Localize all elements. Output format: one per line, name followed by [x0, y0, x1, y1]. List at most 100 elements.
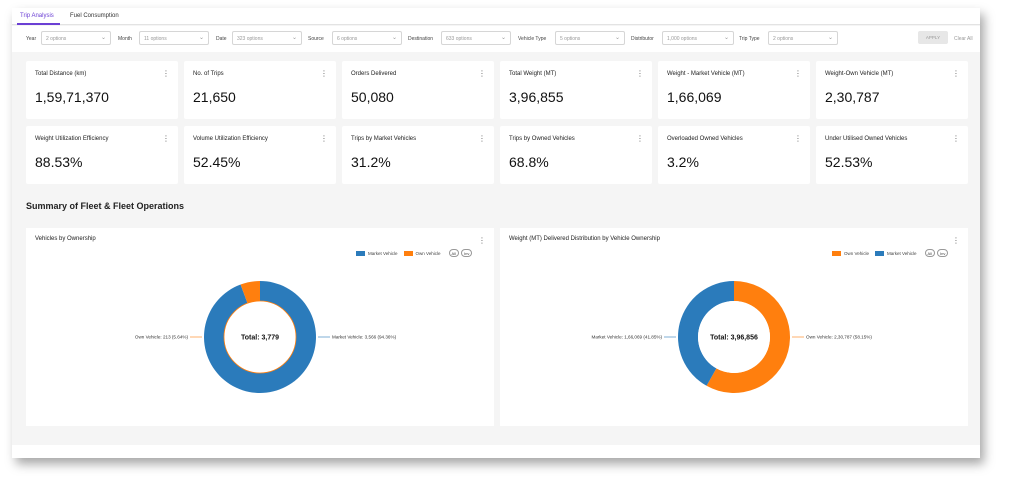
- donut-chart-vehicles: Market Vehicle: 3,566 (94.36%) Own Vehicl…: [135, 281, 397, 393]
- filter-value: 11 options: [144, 36, 167, 42]
- chevron-down-icon: ⌄: [291, 35, 297, 41]
- kpi-card-orders-delivered: Orders Delivered ⋮ 50,080: [342, 61, 494, 119]
- chart-legend: Own Vehicle Market Vehicle All Inv: [832, 249, 949, 257]
- kpi-label: Total Distance (km): [35, 71, 87, 77]
- donut-hole: [223, 300, 297, 374]
- kpi-value: 3.2%: [667, 154, 699, 170]
- chevron-down-icon: ⌄: [391, 35, 397, 41]
- legend-invert-toggle[interactable]: Inv: [936, 249, 949, 257]
- kpi-card-under-utilised-owned: Under Utilised Owned Vehicles ⋮ 52.53%: [816, 126, 968, 184]
- more-options-icon[interactable]: ⋮: [794, 69, 802, 78]
- chart-title: Vehicles by Ownership: [35, 236, 96, 242]
- filter-value: 2 options: [773, 36, 794, 42]
- more-options-icon[interactable]: ⋮: [162, 134, 170, 143]
- donut-hole: [698, 301, 770, 373]
- dashboard-window: Trip Analysis Fuel Consumption Year 2 op…: [12, 8, 980, 458]
- legend-swatch-market: [356, 250, 365, 256]
- kpi-value: 88.53%: [35, 154, 83, 170]
- filter-select-date[interactable]: 323 options ⌄: [232, 31, 302, 45]
- more-options-icon[interactable]: ⋮: [952, 69, 960, 78]
- more-options-icon[interactable]: ⋮: [952, 236, 960, 245]
- apply-button[interactable]: APPLY: [918, 31, 948, 44]
- tab-trip-analysis[interactable]: Trip Analysis: [20, 13, 54, 19]
- kpi-label: No. of Trips: [193, 71, 224, 77]
- filter-label-month: Month: [118, 36, 132, 42]
- legend-swatch-own: [832, 250, 841, 256]
- donut-slice-own[interactable]: [240, 281, 260, 304]
- chart-panel-weight-distribution: Weight (MT) Delivered Distribution by Ve…: [500, 228, 968, 426]
- more-options-icon[interactable]: ⋮: [794, 134, 802, 143]
- bottom-strip: [12, 445, 980, 458]
- filter-select-source[interactable]: 6 options ⌄: [332, 31, 402, 45]
- filter-select-trip-type[interactable]: 2 options ⌄: [768, 31, 838, 45]
- slice-data-label: Own Vehicle: 2,30,787 (58.15%): [806, 335, 872, 340]
- kpi-card-volume-utilization: Volume Utilization Efficiency ⋮ 52.45%: [184, 126, 336, 184]
- kpi-value: 2,30,787: [825, 89, 880, 105]
- kpi-card-total-distance: Total Distance (km) ⋮ 1,59,71,370: [26, 61, 178, 119]
- donut-chart-weight: Own Vehicle: 2,30,787 (58.15%) Market Veh…: [592, 281, 872, 393]
- filter-label-vehicle-type: Vehicle Type: [518, 36, 547, 42]
- filter-label-trip-type: Trip Type: [739, 36, 760, 42]
- legend-swatch-own: [403, 250, 413, 256]
- kpi-label: Overloaded Owned Vehicles: [667, 136, 743, 142]
- legend-all-toggle[interactable]: All: [924, 249, 935, 257]
- legend-item[interactable]: Own Vehicle: [415, 250, 441, 256]
- kpi-card-weight-utilization: Weight Utilization Efficiency ⋮ 88.53%: [26, 126, 178, 184]
- kpi-value: 68.8%: [509, 154, 549, 170]
- active-tab-indicator: [17, 23, 60, 25]
- kpi-value: 1,59,71,370: [35, 89, 109, 105]
- filter-value: 5 options: [560, 36, 581, 42]
- kpi-card-trips-owned: Trips by Owned Vehicles ⋮ 68.8%: [500, 126, 652, 184]
- more-options-icon[interactable]: ⋮: [636, 69, 644, 78]
- more-options-icon[interactable]: ⋮: [636, 134, 644, 143]
- kpi-card-trips-market: Trips by Market Vehicles ⋮ 31.2%: [342, 126, 494, 184]
- kpi-value: 52.45%: [193, 154, 241, 170]
- kpi-value: 52.53%: [825, 154, 873, 170]
- section-title: Summary of Fleet & Fleet Operations: [26, 201, 185, 211]
- kpi-label: Weight-Own Vehicle (MT): [825, 71, 894, 77]
- slice-data-label: Market Vehicle: 3,566 (94.36%): [332, 335, 397, 340]
- filter-select-vehicle-type[interactable]: 5 options ⌄: [555, 31, 625, 45]
- chevron-down-icon: ⌄: [500, 35, 506, 41]
- kpi-label: Trips by Market Vehicles: [351, 136, 417, 142]
- donut-slice-market[interactable]: [204, 281, 316, 393]
- legend-all-toggle[interactable]: All: [448, 249, 459, 257]
- filter-value: 6 options: [337, 36, 358, 42]
- kpi-card-overloaded-owned: Overloaded Owned Vehicles ⋮ 3.2%: [658, 126, 810, 184]
- filter-value: 1,000 options: [667, 36, 698, 42]
- more-options-icon[interactable]: ⋮: [162, 69, 170, 78]
- legend-item[interactable]: Market Vehicle: [887, 250, 917, 256]
- legend-item[interactable]: Market Vehicle: [368, 250, 398, 256]
- more-options-icon[interactable]: ⋮: [478, 134, 486, 143]
- more-options-icon[interactable]: ⋮: [320, 69, 328, 78]
- kpi-value: 21,650: [193, 89, 236, 105]
- kpi-value: 50,080: [351, 89, 394, 105]
- kpi-card-no-of-trips: No. of Trips ⋮ 21,650: [184, 61, 336, 119]
- more-options-icon[interactable]: ⋮: [478, 69, 486, 78]
- filter-value: 323 options: [237, 36, 263, 42]
- slice-data-label: Market Vehicle: 1,66,069 (41.85%): [592, 335, 663, 340]
- chevron-down-icon: ⌄: [723, 35, 729, 41]
- more-options-icon[interactable]: ⋮: [952, 134, 960, 143]
- kpi-label: Trips by Owned Vehicles: [509, 136, 575, 142]
- donut-slice-market[interactable]: [678, 281, 734, 386]
- kpi-value: 1,66,069: [667, 89, 722, 105]
- more-options-icon[interactable]: ⋮: [320, 134, 328, 143]
- chart-panel-vehicles-by-ownership: Vehicles by Ownership ⋮ Market Vehicle O…: [26, 228, 494, 426]
- legend-invert-toggle[interactable]: Inv: [460, 249, 473, 257]
- filter-select-distributor[interactable]: 1,000 options ⌄: [662, 31, 734, 45]
- tab-fuel-consumption[interactable]: Fuel Consumption: [70, 13, 119, 19]
- donut-slice-own[interactable]: [706, 281, 790, 393]
- filter-select-year[interactable]: 2 options ⌄: [41, 31, 111, 45]
- clear-all-link[interactable]: Clear All: [954, 36, 973, 42]
- filter-select-destination[interactable]: 633 options ⌄: [441, 31, 511, 45]
- more-options-icon[interactable]: ⋮: [478, 236, 486, 245]
- filter-label-destination: Destination: [408, 36, 434, 42]
- kpi-card-total-weight: Total Weight (MT) ⋮ 3,96,855: [500, 61, 652, 119]
- donut-center-total: Total: 3,96,856: [710, 335, 758, 342]
- legend-item[interactable]: Own Vehicle: [844, 250, 870, 256]
- filter-label-source: Source: [308, 36, 324, 42]
- filter-bar: Year 2 options ⌄ Month 11 options ⌄ Date…: [12, 26, 980, 52]
- chart-title: Weight (MT) Delivered Distribution by Ve…: [509, 236, 660, 242]
- filter-select-month[interactable]: 11 options ⌄: [139, 31, 209, 45]
